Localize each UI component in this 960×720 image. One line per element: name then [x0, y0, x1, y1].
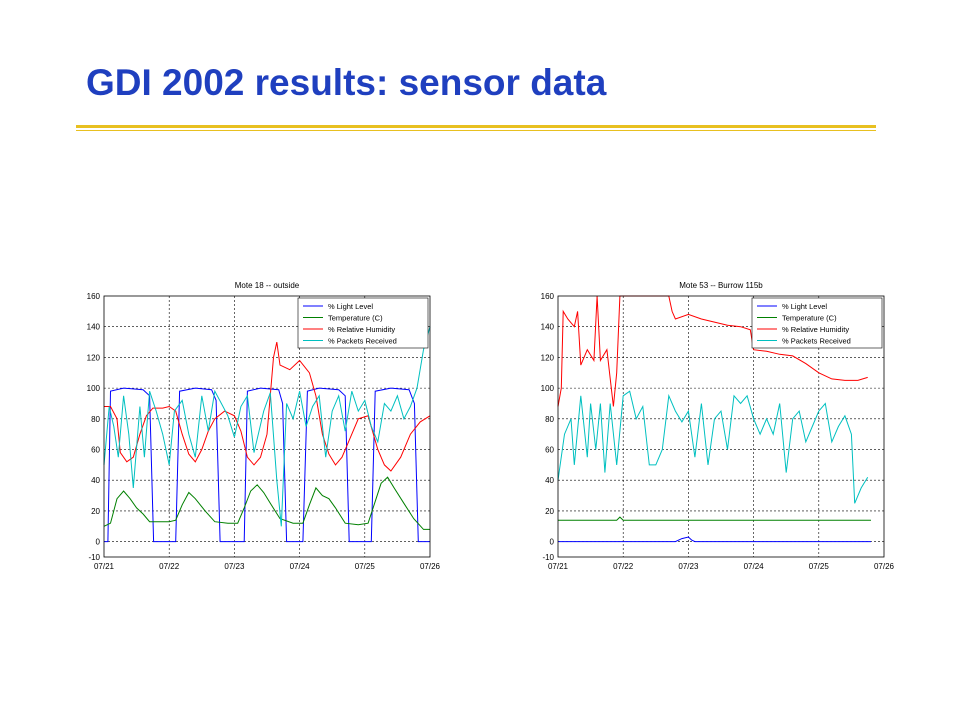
slide-title: GDI 2002 results: sensor data	[86, 62, 607, 103]
y-tick-label: 120	[541, 353, 555, 362]
x-tick-label: 07/24	[290, 562, 311, 571]
series-line	[104, 387, 430, 543]
series-line	[103, 476, 430, 530]
y-tick-label: 40	[91, 476, 100, 485]
y-tick-label: 20	[91, 507, 100, 516]
y-tick-label: 80	[91, 415, 100, 424]
legend-label: % Packets Received	[328, 337, 397, 346]
x-tick-label: 07/21	[548, 562, 569, 571]
y-tick-label: 60	[91, 446, 100, 455]
legend-label: Temperature (C)	[782, 314, 837, 323]
x-tick-label: 07/26	[874, 562, 895, 571]
plot-area	[103, 295, 431, 558]
x-tick-label: 07/22	[159, 562, 180, 571]
series-line	[558, 516, 871, 521]
y-tick-label: 160	[87, 292, 101, 301]
chart-title: Mote 18 -- outside	[235, 281, 300, 290]
x-tick-label: 07/22	[613, 562, 634, 571]
y-tick-label: 140	[87, 323, 101, 332]
x-tick-label: 07/21	[94, 562, 115, 571]
y-tick-label: 60	[545, 446, 554, 455]
y-tick-label: 160	[541, 292, 555, 301]
series-line	[104, 341, 431, 472]
y-tick-label: 100	[541, 384, 555, 393]
series-line	[103, 326, 431, 527]
y-tick-label: 100	[87, 384, 101, 393]
chart-title: Mote 53 -- Burrow 115b	[679, 281, 763, 290]
x-tick-label: 07/25	[355, 562, 376, 571]
y-tick-label: 0	[96, 538, 101, 547]
y-tick-label: 40	[545, 476, 554, 485]
y-tick-label: 120	[87, 353, 101, 362]
title-underline-thin	[76, 130, 876, 131]
legend-label: % Light Level	[782, 302, 827, 311]
y-tick-label: 0	[550, 538, 555, 547]
series-line	[558, 536, 871, 543]
y-tick-label: -10	[542, 553, 554, 562]
y-tick-label: 140	[541, 323, 555, 332]
plot-area	[557, 295, 885, 558]
x-tick-label: 07/23	[224, 562, 245, 571]
legend-label: Temperature (C)	[328, 314, 383, 323]
x-tick-label: 07/25	[809, 562, 830, 571]
x-tick-label: 07/26	[420, 562, 441, 571]
chart-mote-18: Mote 18 -- outside 160 140 120 100 80 60 40 20 0 -…	[87, 281, 441, 571]
legend-label: % Light Level	[328, 302, 373, 311]
legend-label: % Relative Humidity	[782, 325, 849, 334]
legend-label: % Relative Humidity	[328, 325, 395, 334]
y-tick-label: 20	[545, 507, 554, 516]
series-line	[557, 390, 869, 504]
title-underline	[76, 125, 876, 128]
y-tick-label: -10	[88, 553, 100, 562]
y-tick-label: 80	[545, 415, 554, 424]
x-tick-label: 07/24	[744, 562, 765, 571]
x-tick-label: 07/23	[678, 562, 699, 571]
legend-label: % Packets Received	[782, 337, 851, 346]
chart-mote-53: Mote 53 -- Burrow 115b 160 140 120 100 80 60 40…	[541, 281, 895, 571]
